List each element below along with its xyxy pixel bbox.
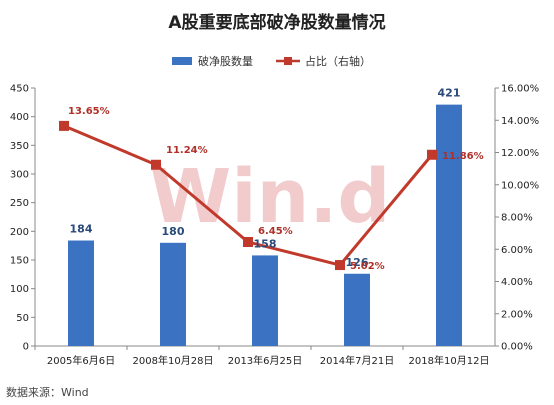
left-tick-label: 400 bbox=[10, 112, 29, 123]
legend-line-label: 占比（右轴） bbox=[305, 54, 371, 68]
x-tick-label: 2005年6月6日 bbox=[47, 354, 115, 367]
right-tick-label: 4.00% bbox=[501, 277, 533, 288]
bar bbox=[344, 273, 370, 346]
legend-line-marker bbox=[284, 57, 292, 65]
left-tick-label: 450 bbox=[10, 84, 29, 95]
axes: 0 50 100 150 200 250 300 350 400 450 0.00% 2.00% 4.0… bbox=[10, 84, 539, 368]
line-point bbox=[59, 120, 69, 131]
line-point bbox=[335, 260, 345, 271]
right-tick-label: 12.00% bbox=[501, 148, 539, 159]
left-tick-label: 300 bbox=[10, 170, 29, 181]
left-tick-label: 150 bbox=[10, 256, 29, 267]
legend: 破净股数量 占比（右轴） bbox=[172, 54, 371, 68]
bar bbox=[252, 255, 278, 346]
x-tick-label: 2013年6月25日 bbox=[228, 354, 303, 367]
line-series bbox=[59, 120, 437, 271]
left-tick-label: 100 bbox=[10, 284, 29, 295]
bar bbox=[436, 104, 462, 346]
data-labels: 184 180 158 126 421 13.65% 11.24% 6.45% 5.02% 11.… bbox=[68, 87, 484, 272]
left-tick-label: 50 bbox=[16, 313, 29, 324]
left-tick-label: 0 bbox=[23, 342, 29, 353]
right-tick-label: 16.00% bbox=[501, 84, 539, 95]
right-tick-label: 10.00% bbox=[501, 180, 539, 191]
watermark: Win.d bbox=[150, 154, 391, 240]
legend-bar-swatch bbox=[172, 57, 192, 65]
chart-title: A股重要底部破净股数量情况 bbox=[168, 12, 385, 33]
line-data-label: 11.24% bbox=[166, 145, 208, 156]
bar-data-label: 421 bbox=[438, 87, 461, 100]
bar bbox=[160, 242, 186, 346]
left-tick-label: 250 bbox=[10, 198, 29, 209]
bar-data-label: 126 bbox=[346, 256, 369, 269]
line-data-label: 5.02% bbox=[350, 261, 385, 272]
line-data-label: 6.45% bbox=[258, 226, 293, 237]
line-point bbox=[151, 159, 161, 170]
line-data-label: 13.65% bbox=[68, 106, 110, 117]
left-tick-label: 350 bbox=[10, 141, 29, 152]
x-tick-label: 2014年7月21日 bbox=[320, 354, 395, 367]
legend-bar-label: 破净股数量 bbox=[198, 54, 253, 68]
bar-data-label: 184 bbox=[70, 223, 93, 236]
x-tick-label: 2018年10月12日 bbox=[409, 354, 490, 367]
line-point bbox=[243, 236, 253, 247]
bar bbox=[68, 240, 94, 346]
bars bbox=[68, 104, 462, 346]
right-tick-label: 8.00% bbox=[501, 213, 533, 224]
right-tick-label: 6.00% bbox=[501, 245, 533, 256]
right-tick-label: 0.00% bbox=[501, 342, 533, 353]
line-data-label: 11.86% bbox=[442, 151, 484, 162]
x-tick-label: 2008年10月28日 bbox=[133, 354, 214, 367]
bar-data-label: 180 bbox=[162, 225, 185, 238]
left-tick-label: 200 bbox=[10, 227, 29, 238]
bar-data-label: 158 bbox=[254, 237, 277, 250]
right-tick-label: 2.00% bbox=[501, 309, 533, 320]
line-point bbox=[427, 149, 437, 160]
source-note: 数据来源：Wind bbox=[6, 385, 89, 399]
right-tick-label: 14.00% bbox=[501, 116, 539, 127]
